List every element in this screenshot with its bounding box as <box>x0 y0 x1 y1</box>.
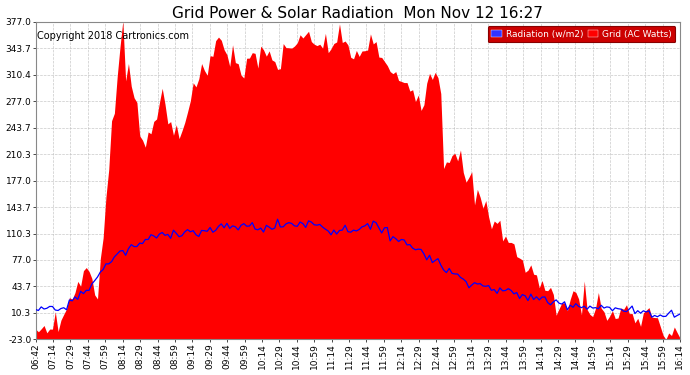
Text: Copyright 2018 Cartronics.com: Copyright 2018 Cartronics.com <box>37 31 189 41</box>
Legend: Radiation (w/m2), Grid (AC Watts): Radiation (w/m2), Grid (AC Watts) <box>488 26 676 42</box>
Title: Grid Power & Solar Radiation  Mon Nov 12 16:27: Grid Power & Solar Radiation Mon Nov 12 … <box>172 6 543 21</box>
